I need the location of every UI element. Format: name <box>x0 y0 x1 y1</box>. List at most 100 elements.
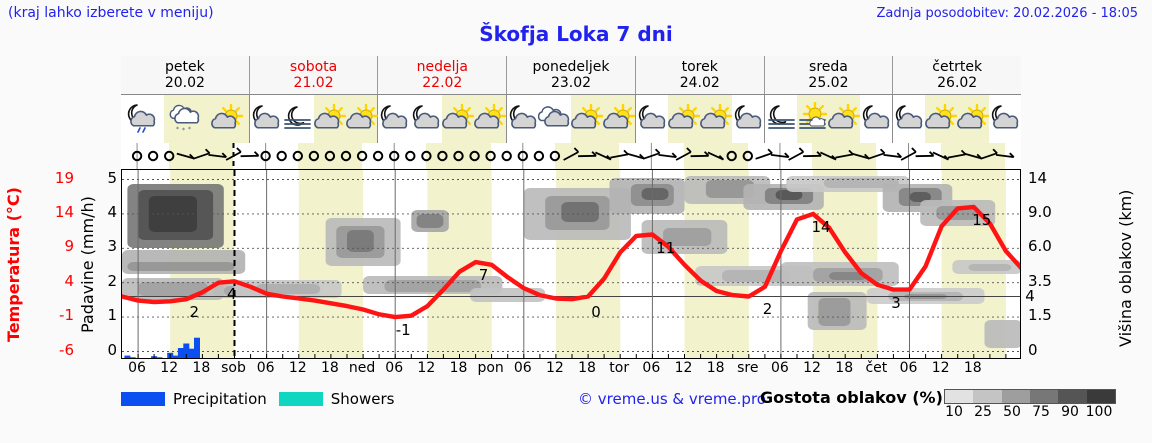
precipitation-tick-5: 0 <box>107 340 117 359</box>
precipitation-axis-title: Padavine (mm/h) <box>78 196 97 334</box>
sun-cloud-icon <box>571 95 604 143</box>
svg-text:*: * <box>176 126 179 133</box>
day-name: sobota <box>289 58 338 75</box>
meteogram-plot[interactable]: 2 4 -1 7 0 11 2 14 3 15 4 <box>121 169 1035 359</box>
cloud-height-tick-4: 1.5 <box>1028 306 1052 325</box>
cloud-ramp-label-4: 90 <box>1061 404 1079 420</box>
cloud-ramp-step-5 <box>1086 390 1115 403</box>
sun-cloud-icon <box>602 95 636 143</box>
cloud-ramp-step-3 <box>1029 390 1059 403</box>
x-tick-label-4: 06 <box>256 360 275 376</box>
precipitation-tick-4: 1 <box>107 306 117 325</box>
sun-cloud-icon <box>828 95 861 143</box>
x-tick-label-14: 18 <box>578 360 596 376</box>
sun-cloud-icon <box>206 95 249 143</box>
icon-day-5 <box>763 95 893 143</box>
wind-barb-strip <box>121 143 1021 170</box>
temperature-tick-1: 14 <box>54 202 74 221</box>
fog-icon <box>282 95 314 143</box>
temperature-axis-title: Temperatura (°C) <box>4 187 23 343</box>
day-column-4: torek 24.02 <box>634 56 764 94</box>
moon-cloud-icon <box>860 95 892 143</box>
day-date: 21.02 <box>293 75 334 91</box>
day-date: 20.02 <box>164 75 205 91</box>
location-menu-hint[interactable]: (kraj lahko izberete v meniju) <box>8 5 214 21</box>
weather-icon-strip: * * * <box>121 95 1021 144</box>
x-tick-label-20: 06 <box>771 360 789 376</box>
cloud-blob-50 <box>255 284 321 294</box>
sun-cloud-icon <box>699 95 732 143</box>
cloud-blob-9 <box>347 230 374 252</box>
temperature-point-label-8: 3 <box>891 293 901 312</box>
cloud-icon <box>538 95 571 143</box>
x-tick-label-23: čet <box>865 360 888 376</box>
day-name: sreda <box>809 58 848 75</box>
precip-bar-1 <box>129 357 136 358</box>
cloud-blob-28 <box>823 178 899 188</box>
cloud-ramp-step-4 <box>1058 390 1087 403</box>
cloud-density-color-ramp <box>944 389 1116 404</box>
cloud-ramp-label-1: 25 <box>974 404 992 420</box>
cloud-blob-23 <box>705 180 755 198</box>
x-tick-label-9: 12 <box>417 360 436 376</box>
temperature-point-label-3: 7 <box>478 266 489 285</box>
precipitation-swatch <box>121 392 165 406</box>
cloud-blob-48 <box>138 282 208 296</box>
temperature-point-label-5: 11 <box>656 238 676 257</box>
x-tick-label-26: 18 <box>963 360 982 376</box>
cloud-density-legend-title: Gostota oblakov (%) <box>760 388 943 407</box>
sun-fog-icon <box>796 95 829 143</box>
x-tick-label-16: 06 <box>642 360 661 376</box>
cloud-height-tick-5: 0 <box>1028 340 1038 359</box>
cloud-blob-16 <box>561 202 599 222</box>
precipitation-tick-1: 4 <box>107 202 117 221</box>
moon-cloud-icon <box>507 95 539 143</box>
moon-cloud-drizzle-icon <box>121 95 164 143</box>
x-tick-label-10: 18 <box>449 360 468 376</box>
cloud-height-tick-0: 14 <box>1028 168 1048 187</box>
cloud-blob-30 <box>722 270 792 282</box>
site-credit[interactable]: © vreme.us & vreme.pro <box>578 390 766 408</box>
legend-label-precipitation: Precipitation <box>173 390 267 408</box>
precip-bar-6 <box>156 357 163 358</box>
cloud-density-scale-labels: 10 25 50 75 90 100 <box>940 404 1120 422</box>
icon-day-2 <box>377 95 507 143</box>
cloud-blob-33 <box>829 272 867 280</box>
day-date: 23.02 <box>550 75 592 91</box>
wind-day-band-2 <box>426 143 491 169</box>
x-tick-label-21: 12 <box>803 360 821 376</box>
moon-cloud-icon <box>893 95 925 143</box>
cloud-blob-51 <box>470 288 546 302</box>
moon-cloud-icon <box>989 95 1021 143</box>
day-name: torek <box>681 58 718 75</box>
cloud-blob-46 <box>984 320 1020 348</box>
precipitation-tick-2: 3 <box>107 237 117 256</box>
x-axis-tick-labels: 06 12 18 sob 06 12 18 ned 06 12 18 pon 06 12 18 tor 06 12… <box>121 360 1021 382</box>
x-tick-label-3: sob <box>221 360 246 376</box>
precipitation-tick-3: 2 <box>107 271 117 290</box>
x-tick-label-7: ned <box>348 360 376 376</box>
temperature-point-label-1: 4 <box>227 285 237 304</box>
cloud-ramp-step-2 <box>1001 390 1030 403</box>
icon-day-1 <box>248 95 378 143</box>
x-tick-label-12: 06 <box>513 360 532 376</box>
precip-bar-9 <box>172 355 179 358</box>
sun-cloud-icon <box>442 95 475 143</box>
x-tick-label-17: 12 <box>674 360 693 376</box>
x-tick-label-0: 06 <box>128 360 146 376</box>
x-tick-label-1: 12 <box>160 360 179 376</box>
day-name: petek <box>165 58 205 75</box>
precip-bar-0 <box>124 355 131 358</box>
temperature-point-label-2: -1 <box>395 321 411 340</box>
x-tick-label-6: 18 <box>321 360 339 376</box>
day-name: ponedeljek <box>532 58 610 75</box>
day-column-3: ponedeljek 23.02 <box>506 56 635 94</box>
cloud-height-tick-2: 6.0 <box>1028 237 1052 256</box>
moon-cloud-icon <box>250 95 282 143</box>
day-name: četrtek <box>932 58 983 75</box>
temperature-point-label-0: 2 <box>189 303 200 322</box>
page-title: Škofja Loka 7 dni <box>479 22 673 46</box>
day-header-strip: petek 20.02 sobota 21.02 nedelja 22.02 ponedel… <box>121 56 1021 95</box>
sun-cloud-icon <box>345 95 378 143</box>
temperature-tick-4: -1 <box>59 306 74 325</box>
